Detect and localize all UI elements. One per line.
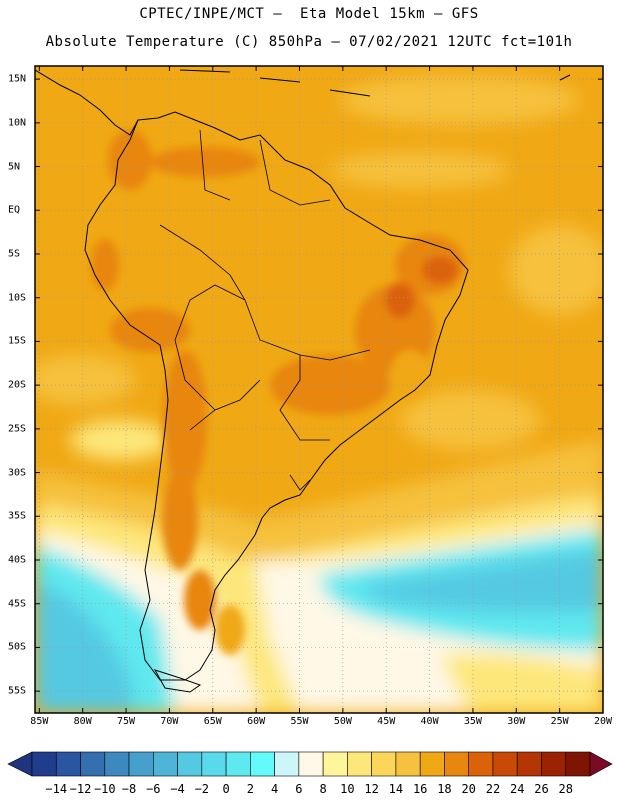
colorbar-label: 28	[558, 782, 573, 796]
colorbar-label: 0	[222, 782, 230, 796]
latitude-label: 30S	[8, 467, 27, 479]
colorbar-label: 16	[412, 782, 428, 796]
latitude-label: 20S	[8, 379, 27, 391]
tierra-del-fuego	[153, 669, 202, 693]
latitude-label: 5S	[8, 248, 21, 260]
colorbar-swatch	[201, 751, 227, 777]
colorbar-swatch	[565, 751, 591, 777]
latitude-label: 35S	[8, 510, 27, 522]
latitude-label: 45S	[8, 598, 27, 610]
longitude-label: 30W	[507, 716, 526, 727]
plot-frame	[34, 65, 604, 714]
temperature-field	[35, 66, 603, 713]
latitude-label: 15S	[8, 335, 27, 347]
colorbar-swatch	[31, 751, 57, 777]
colorbar-label: 2	[246, 782, 254, 796]
longitude-label: 35W	[463, 716, 482, 727]
latitude-label: 50S	[8, 641, 27, 653]
longitude-label: 45W	[377, 716, 396, 727]
colorbar-label: −6	[146, 782, 161, 796]
colorbar-swatch	[444, 751, 469, 777]
longitude-label: 80W	[73, 716, 92, 727]
longitude-label: 55W	[290, 716, 309, 727]
colorbar-label: 10	[340, 782, 355, 796]
colorbar-max-arrow	[589, 751, 613, 777]
colorbar-swatch	[322, 751, 348, 777]
colorbar-label: 18	[437, 782, 452, 796]
longitude-label: 20W	[593, 716, 613, 727]
colorbar-swatch	[492, 751, 518, 777]
colorbar-label: −12	[69, 782, 92, 796]
latitude-label: 10S	[8, 292, 27, 304]
colorbar-label: 12	[364, 782, 379, 796]
latitude-label: 55S	[8, 685, 27, 697]
latitude-label: 10N	[8, 117, 27, 129]
chart-title-line-1: CPTEC/INPE/MCT – Eta Model 15km – GFS	[139, 6, 479, 22]
colorbar-label: −10	[93, 782, 116, 796]
longitude-label: 75W	[117, 716, 136, 727]
colorbar-swatch	[371, 751, 397, 777]
longitude-label: 70W	[160, 716, 179, 727]
longitude-label: 65W	[203, 716, 222, 727]
axis-ticks	[35, 66, 604, 713]
coastlines	[35, 69, 571, 693]
colorbar-label: −8	[121, 782, 137, 796]
colorbar-swatch	[274, 751, 300, 777]
central-america-coastline	[35, 69, 139, 136]
colorbar-label: 26	[534, 782, 549, 796]
colorbar-swatch	[419, 751, 445, 777]
colorbar-min-arrow	[7, 751, 33, 777]
colorbar-label: 20	[461, 782, 476, 796]
longitude-label: 25W	[550, 716, 569, 727]
colorbar-label: 22	[485, 782, 501, 796]
latitude-label: EQ	[8, 204, 21, 216]
colorbar-swatch	[516, 751, 542, 777]
colorbar-swatch	[541, 751, 567, 777]
country-borders	[159, 129, 371, 491]
colorbar-label: 8	[319, 782, 327, 796]
longitude-label: 85W	[30, 716, 49, 727]
colorbar-label: 4	[270, 782, 279, 796]
colorbar-label: −14	[45, 782, 68, 796]
colorbar-swatch	[177, 751, 203, 777]
chart-title-line-2: Absolute Temperature (C) 850hPa – 07/02/…	[45, 34, 573, 50]
colorbar-label: 24	[509, 782, 525, 796]
colorbar-label: 6	[295, 782, 303, 796]
colorbar-swatch	[225, 751, 251, 777]
colorbar	[7, 751, 613, 777]
colorbar-swatch	[395, 751, 421, 777]
colorbar-swatch	[468, 751, 494, 777]
caribbean-islands	[179, 69, 571, 97]
south-america-coastline	[84, 111, 469, 681]
colorbar-swatch	[250, 751, 275, 777]
latitude-label: 25S	[8, 423, 27, 435]
graticule	[35, 66, 604, 713]
longitude-label: 50W	[333, 716, 352, 727]
colorbar-swatch	[104, 751, 130, 777]
colorbar-swatch	[128, 751, 154, 777]
colorbar-label: 14	[388, 782, 404, 796]
latitude-label: 40S	[8, 554, 27, 566]
colorbar-label: −4	[170, 782, 185, 796]
longitude-label: 60W	[247, 716, 266, 727]
latitude-label: 15N	[8, 73, 27, 85]
longitude-label: 40W	[420, 716, 439, 727]
colorbar-swatch	[80, 751, 106, 777]
colorbar-label: −2	[194, 782, 210, 796]
colorbar-swatch	[347, 751, 372, 777]
colorbar-swatch	[298, 751, 324, 777]
colorbar-swatch	[153, 751, 178, 777]
latitude-label: 5N	[8, 161, 21, 173]
colorbar-swatch	[55, 751, 81, 777]
